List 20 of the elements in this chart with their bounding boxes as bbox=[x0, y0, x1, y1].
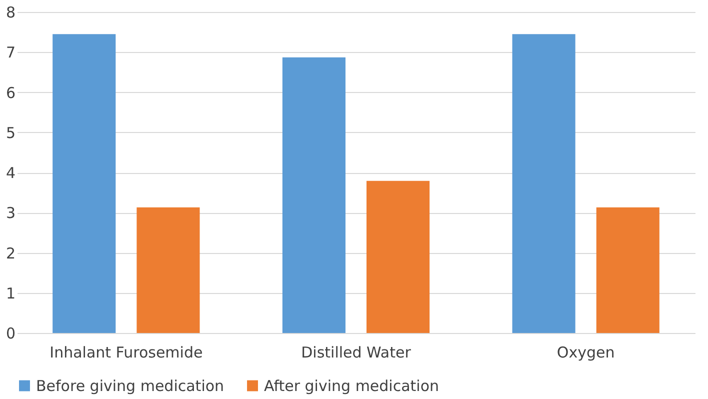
y-tick-label: 7 bbox=[6, 44, 16, 62]
x-tick-label: Oxygen bbox=[556, 344, 615, 362]
x-tick-label: Inhalant Furosemide bbox=[50, 344, 203, 362]
legend-label: After giving medication bbox=[264, 376, 440, 395]
y-tick-label: 5 bbox=[6, 124, 16, 142]
y-tick-label: 3 bbox=[6, 204, 16, 222]
x-tick-label: Distilled Water bbox=[301, 344, 412, 362]
bar bbox=[512, 34, 576, 333]
y-tick-label: 6 bbox=[6, 84, 16, 102]
y-tick-label: 0 bbox=[6, 324, 16, 342]
y-tick-label: 1 bbox=[6, 284, 16, 302]
bar bbox=[136, 207, 200, 333]
y-tick-label: 8 bbox=[6, 4, 16, 22]
legend-label: Before giving medication bbox=[36, 376, 224, 395]
bar bbox=[52, 34, 116, 333]
y-tick-label: 4 bbox=[6, 164, 16, 182]
bar bbox=[596, 207, 660, 333]
y-tick-label: 2 bbox=[6, 244, 16, 262]
bar bbox=[366, 180, 430, 333]
bar bbox=[282, 57, 346, 333]
